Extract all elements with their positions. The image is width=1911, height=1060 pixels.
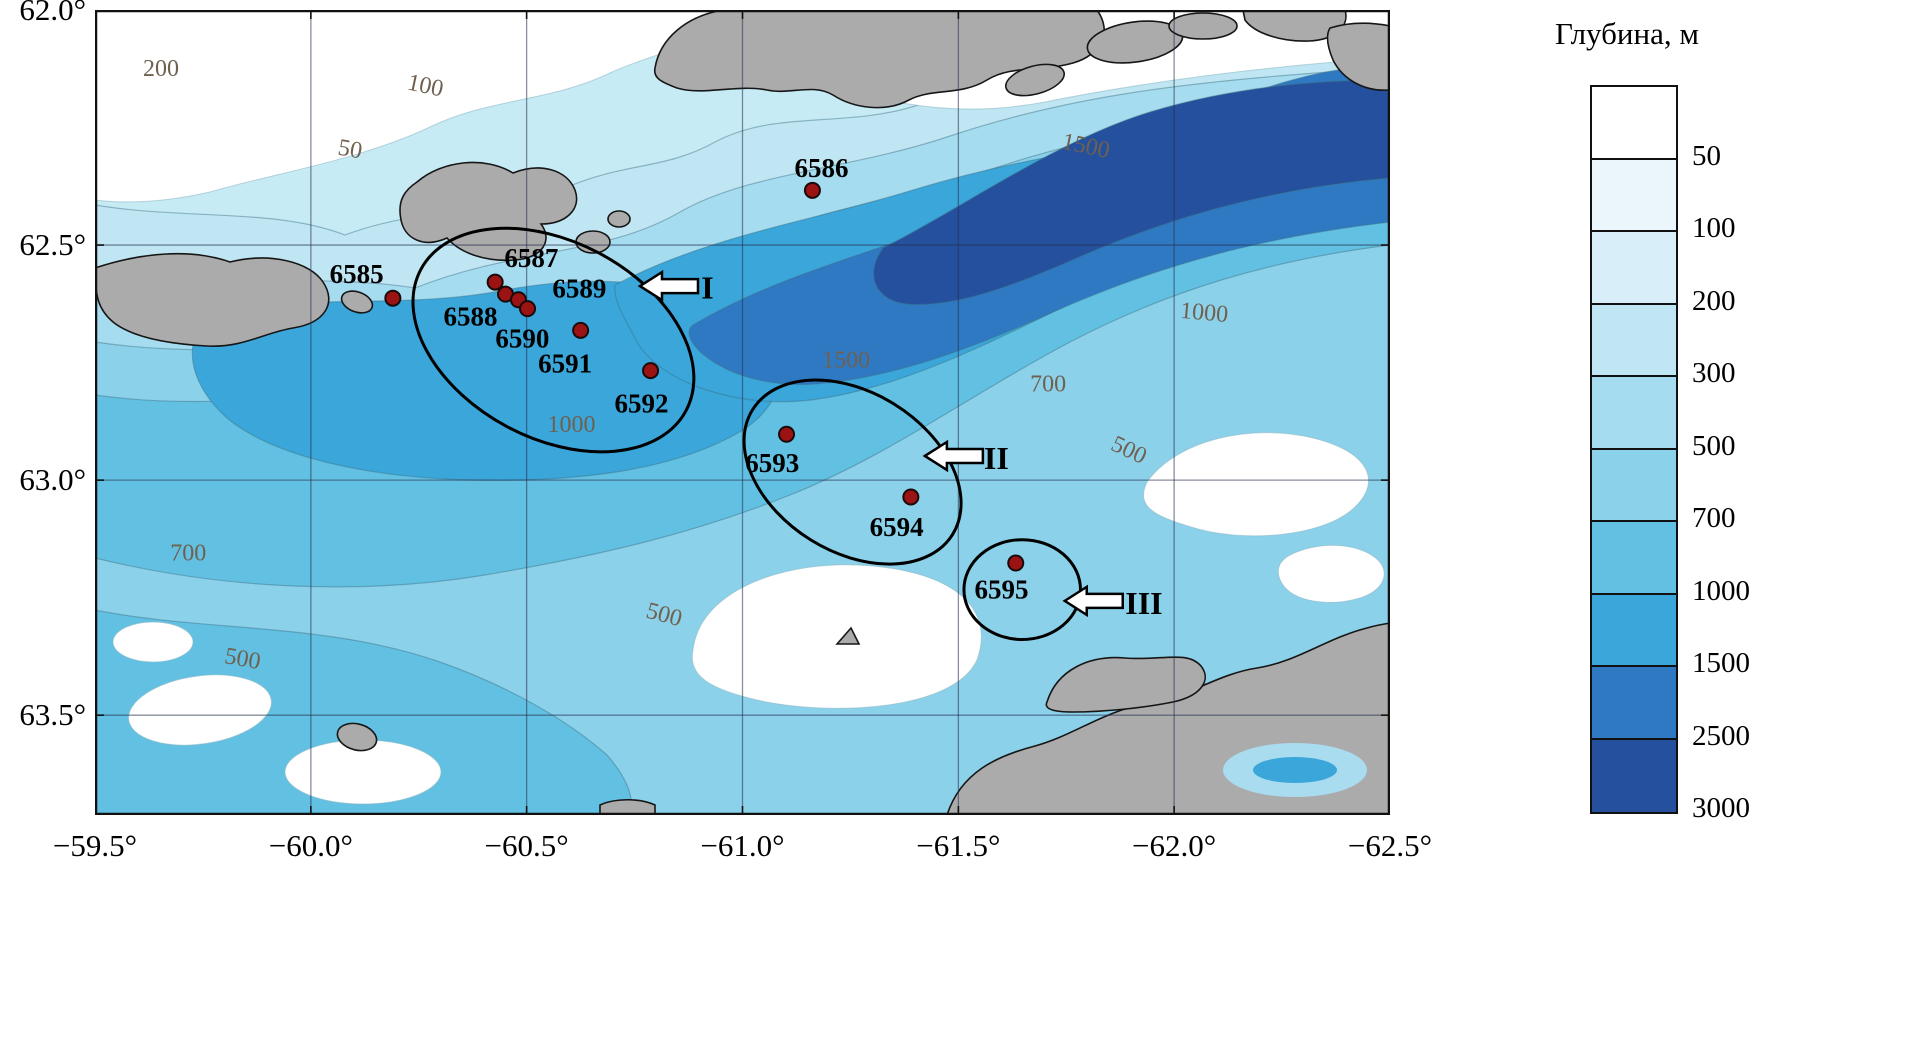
contour-depth-label: 700 bbox=[170, 541, 206, 567]
contour-depth-label: 500 bbox=[1107, 431, 1151, 470]
station-label: 6593 bbox=[745, 448, 799, 478]
station-dot bbox=[519, 300, 537, 318]
depth-swatch bbox=[1592, 304, 1676, 377]
plot-border bbox=[95, 10, 1390, 815]
landmasses bbox=[95, 10, 1390, 815]
depth-swatch bbox=[1592, 159, 1676, 232]
contour-depth-label: 1500 bbox=[822, 347, 870, 373]
contour-depth-label: 1000 bbox=[1179, 298, 1229, 328]
station-label: 6588 bbox=[444, 302, 498, 332]
station-group-ellipse bbox=[411, 226, 696, 454]
contour-depth-label: 1500 bbox=[1060, 129, 1112, 164]
x-tick-label: −60.0° bbox=[268, 828, 353, 863]
depth-swatch bbox=[1592, 594, 1676, 667]
y-tick-label: 63.0° bbox=[19, 462, 86, 498]
land-ne-islet-3 bbox=[1004, 63, 1066, 97]
land-ne-islet-2 bbox=[1168, 12, 1238, 40]
land-north-edge-east bbox=[1242, 10, 1347, 42]
land-south-islet bbox=[336, 722, 378, 752]
station-dot bbox=[778, 425, 796, 443]
shoal-east-central bbox=[1143, 432, 1370, 537]
depth-swatch bbox=[1592, 449, 1676, 522]
group-arrow-icon bbox=[637, 269, 700, 303]
station-label: 6591 bbox=[538, 348, 592, 378]
group-label: II bbox=[984, 440, 1009, 476]
land-northeast-main bbox=[653, 10, 1105, 109]
x-tick-label: −62.5° bbox=[1347, 828, 1433, 863]
station-label: 6585 bbox=[330, 259, 384, 289]
station-label: 6587 bbox=[504, 243, 558, 273]
group-arrow-icon bbox=[922, 439, 985, 473]
contour-depth-label: 200 bbox=[143, 56, 179, 82]
depth-scale-label: 700 bbox=[1692, 502, 1736, 534]
x-tick-label: −61.5° bbox=[916, 828, 1001, 863]
x-tick-label: −61.0° bbox=[700, 828, 785, 863]
depth-scale-label: 50 bbox=[1692, 139, 1721, 172]
depth-swatch bbox=[1592, 87, 1676, 160]
station-group-ellipse bbox=[742, 378, 963, 566]
shoal-south-central bbox=[691, 564, 982, 709]
depth-scale-label: 1000 bbox=[1692, 574, 1750, 607]
group-label: I bbox=[701, 270, 713, 306]
contour-depth-label: 500 bbox=[223, 643, 263, 675]
shoal-southwest-2 bbox=[112, 621, 194, 663]
depth-scale-label: 3000 bbox=[1692, 792, 1750, 824]
land-tiny-islet bbox=[835, 626, 861, 645]
depth-color-scale bbox=[1590, 85, 1678, 814]
depth-swatch bbox=[1592, 232, 1676, 305]
land-nc-islet-2 bbox=[607, 210, 631, 228]
station-label: 6592 bbox=[614, 389, 668, 419]
station-dot bbox=[384, 289, 402, 307]
depth-scale-label: 200 bbox=[1692, 284, 1736, 317]
band-700-southwest bbox=[95, 609, 633, 815]
y-tick-label: 63.5° bbox=[19, 697, 86, 733]
contour-depth-label: 50 bbox=[336, 135, 364, 165]
se-channel-inner bbox=[1253, 757, 1337, 783]
station-dot bbox=[803, 181, 821, 199]
depth-scale-label: 300 bbox=[1692, 357, 1736, 389]
depth-swatch bbox=[1592, 739, 1676, 812]
legend-title: Глубина, м bbox=[1555, 16, 1699, 51]
depth-swatch bbox=[1592, 667, 1676, 740]
band-3000-trench-core bbox=[873, 79, 1390, 306]
shoal-southwest-1 bbox=[128, 674, 272, 746]
contour-depth-label: 700 bbox=[1030, 372, 1066, 398]
y-tick-label: 62.0° bbox=[19, 0, 86, 27]
station-label: 6594 bbox=[870, 512, 924, 542]
station-label: 6589 bbox=[552, 274, 606, 304]
x-tick-label: −59.5° bbox=[52, 828, 138, 863]
x-tick-label: −60.5° bbox=[484, 828, 569, 863]
station-dot bbox=[1007, 554, 1025, 572]
shoal-east-small bbox=[1277, 544, 1385, 603]
group-label: III bbox=[1125, 585, 1162, 621]
station-dot bbox=[486, 273, 504, 291]
station-label: 6595 bbox=[975, 575, 1029, 605]
station-dot bbox=[572, 321, 590, 339]
group-arrow-icon bbox=[1062, 584, 1124, 618]
depth-swatch bbox=[1592, 377, 1676, 450]
station-dot bbox=[642, 362, 660, 380]
map-plot-area: 200 100 50 1500 1000 1500 700 500 1000 700 500 500 I… bbox=[95, 10, 1390, 815]
land-west-islet bbox=[340, 290, 374, 314]
depth-scale-label: 100 bbox=[1692, 212, 1736, 244]
land-se-promontory bbox=[1045, 656, 1206, 713]
land-north-central-island bbox=[399, 161, 578, 262]
y-tick-label: 62.5° bbox=[19, 227, 86, 263]
map-annotations: 200 100 50 1500 1000 1500 700 500 1000 700 500 500 I… bbox=[95, 10, 1390, 815]
contour-depth-label: 500 bbox=[643, 598, 685, 632]
x-tick-label: −62.0° bbox=[1132, 828, 1217, 863]
depth-swatch bbox=[1592, 522, 1676, 595]
depth-scale-label: 500 bbox=[1692, 429, 1736, 462]
station-dot bbox=[902, 488, 920, 506]
contour-depth-label: 1000 bbox=[548, 412, 596, 438]
contour-depth-label: 100 bbox=[405, 70, 446, 103]
station-label: 6590 bbox=[495, 323, 549, 353]
depth-scale-label: 2500 bbox=[1692, 719, 1750, 752]
station-label: 6586 bbox=[794, 153, 848, 183]
depth-scale-label: 1500 bbox=[1692, 647, 1750, 679]
land-northeast-corner bbox=[1326, 22, 1390, 91]
land-west-island bbox=[95, 252, 330, 347]
